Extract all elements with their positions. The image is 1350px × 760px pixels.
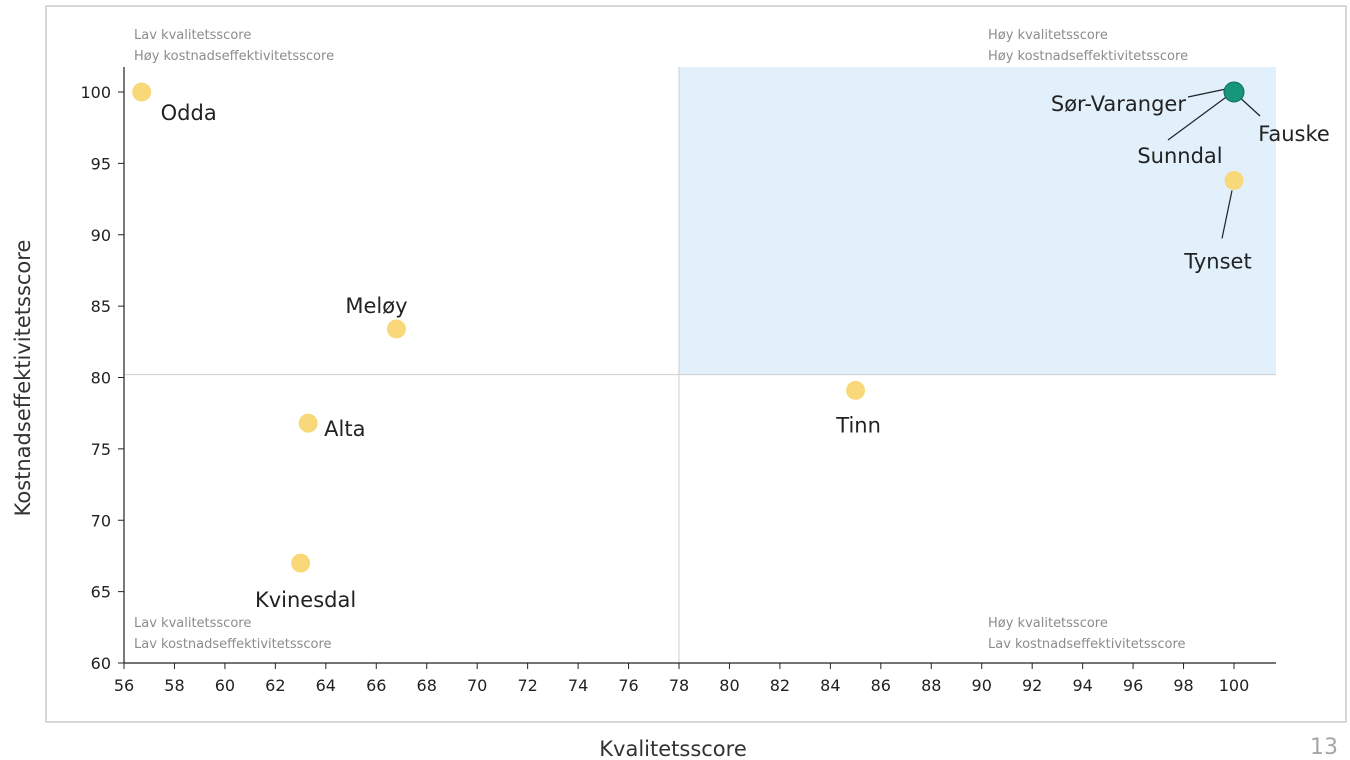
data-point-tinn (846, 380, 866, 400)
point-label-tynset: Tynset (1183, 250, 1251, 274)
x-tick-label: 62 (265, 676, 285, 695)
x-tick-label: 86 (871, 676, 891, 695)
data-points (132, 81, 1245, 573)
x-axis-title: Kvalitetsscore (599, 737, 747, 760)
y-tick-label: 70 (91, 511, 111, 530)
leader-line (1167, 94, 1230, 141)
y-tick-label: 100 (80, 83, 111, 102)
x-tick-label: 94 (1072, 676, 1092, 695)
x-tick-label: 84 (820, 676, 840, 695)
x-tick-label: 92 (1022, 676, 1042, 695)
x-tick-label: 78 (669, 676, 689, 695)
quadrant-label-top-right-2: Høy kostnadseffektivitetsscore (988, 49, 1188, 64)
page-number: 13 (1310, 735, 1338, 760)
x-tick-label: 60 (215, 676, 235, 695)
x-axis-ticks: 56 58 60 62 64 66 68 70 72 74 76 78 80 82 84 86 88 90 92 94… (114, 663, 1249, 695)
x-tick-label: 82 (770, 676, 790, 695)
x-tick-label: 88 (921, 676, 941, 695)
quadrant-label-top-right-1: Høy kvalitetsscore (988, 28, 1108, 43)
point-label-tinn: Tinn (835, 413, 881, 437)
quadrant-label-top-left-1: Lav kvalitetsscore (134, 28, 251, 43)
quadrant-labels: Lav kvalitetsscore Høy kostnadseffektivi… (134, 28, 1188, 652)
quadrant-label-bottom-left-1: Lav kvalitetsscore (134, 616, 251, 631)
x-tick-label: 70 (467, 676, 487, 695)
data-point-kvinesdal (291, 553, 311, 573)
x-tick-label: 90 (972, 676, 992, 695)
x-tick-label: 96 (1123, 676, 1143, 695)
point-label-s-r-varanger: Sør-Varanger (1051, 92, 1186, 116)
y-tick-label: 85 (91, 297, 111, 316)
leader-line (1187, 88, 1227, 98)
data-point-odda (132, 82, 152, 102)
y-axis-title: Kostnadseffektivitetsscore (11, 240, 35, 517)
point-label-kvinesdal: Kvinesdal (255, 588, 356, 612)
point-label-fauske: Fauske (1258, 122, 1330, 146)
leader-line (1221, 190, 1233, 239)
x-tick-label: 56 (114, 676, 134, 695)
quadrant-label-top-left-2: Høy kostnadseffektivitetsscore (134, 49, 334, 64)
y-tick-label: 75 (91, 440, 111, 459)
plot-frame (45, 5, 1347, 723)
y-tick-label: 60 (91, 654, 111, 673)
x-tick-label: 66 (366, 676, 386, 695)
point-label-sunndal: Sunndal (1137, 144, 1222, 168)
point-label-mel-y: Meløy (345, 294, 407, 318)
y-tick-label: 65 (91, 583, 111, 602)
data-point-mel-y (386, 319, 406, 339)
x-tick-label: 76 (618, 676, 638, 695)
y-tick-label: 90 (91, 226, 111, 245)
x-tick-label: 80 (719, 676, 739, 695)
quadrant-label-bottom-right-1: Høy kvalitetsscore (988, 616, 1108, 631)
data-point-tynset (1224, 171, 1244, 191)
x-tick-label: 98 (1173, 676, 1193, 695)
x-tick-label: 74 (568, 676, 588, 695)
point-label-alta: Alta (324, 417, 365, 441)
x-tick-label: 100 (1219, 676, 1250, 695)
point-labels: Odda Meløy Alta Kvinesdal Tinn Tynset Sør-Vara… (161, 92, 1330, 612)
data-point-alta (298, 413, 318, 433)
label-leader-lines (1167, 88, 1261, 239)
data-point-s-r-varanger (1223, 81, 1245, 103)
y-axis-ticks: 60 65 70 75 80 85 90 95 100 (80, 83, 124, 673)
x-tick-label: 58 (164, 676, 184, 695)
x-tick-label: 72 (517, 676, 537, 695)
x-tick-label: 64 (316, 676, 336, 695)
quadrant-label-bottom-right-2: Lav kostnadseffektivitetsscore (988, 637, 1186, 652)
quadrant-label-bottom-left-2: Lav kostnadseffektivitetsscore (134, 637, 332, 652)
y-tick-label: 80 (91, 369, 111, 388)
highlight-quadrant (679, 67, 1276, 375)
point-label-odda: Odda (161, 101, 217, 125)
y-tick-label: 95 (91, 154, 111, 173)
x-tick-label: 68 (417, 676, 437, 695)
